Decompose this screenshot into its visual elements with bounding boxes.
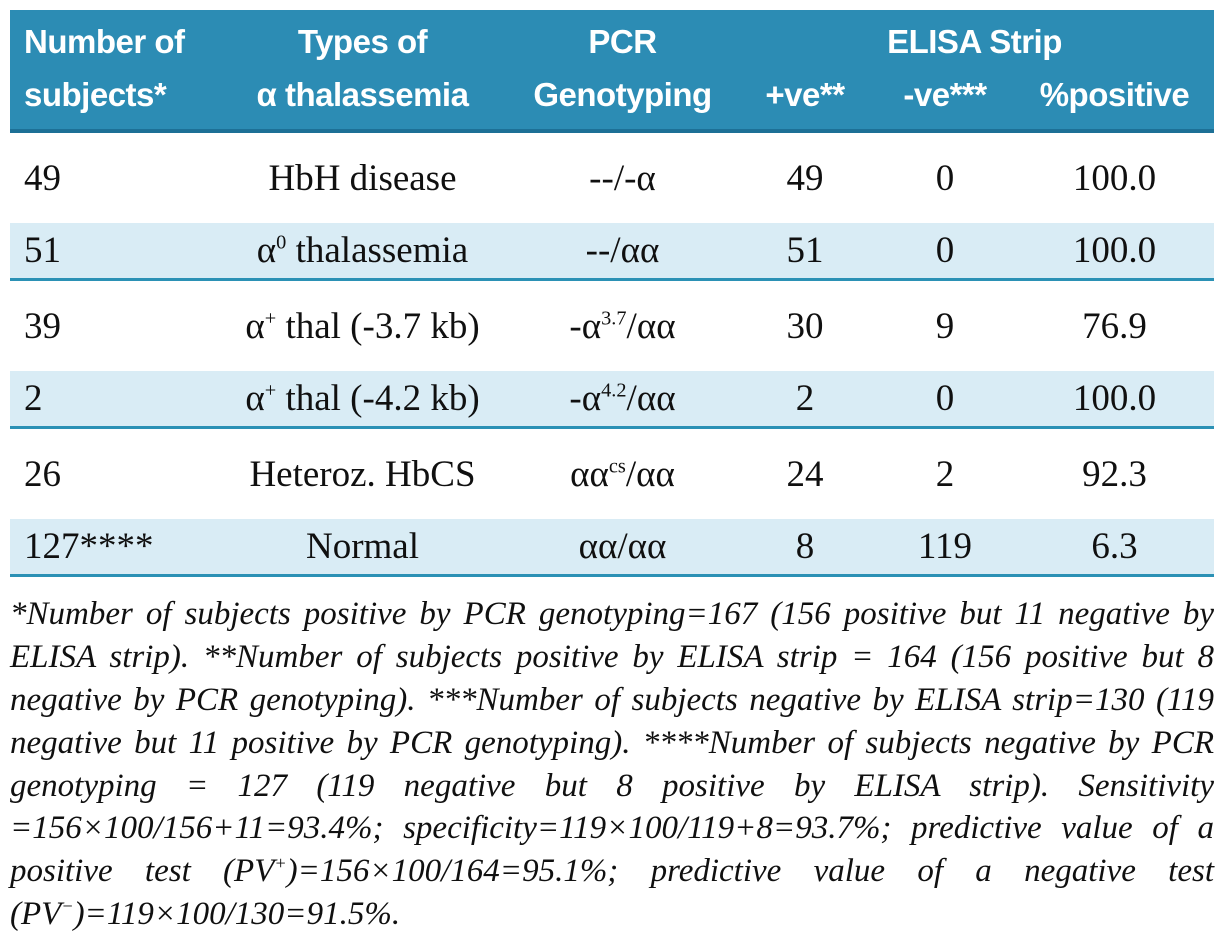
table-header: Number of subjects* Types of α thalassem…	[10, 10, 1214, 133]
cell-elisa-positive: 51	[786, 230, 824, 271]
cell-pct-positive: 92.3	[1082, 453, 1147, 495]
header-negative-col: -ve***	[903, 75, 987, 113]
header-number-of-subjects-line2: subjects*	[24, 75, 167, 113]
header-pcr-line1: PCR	[588, 23, 657, 61]
cell-subjects: 39	[24, 305, 61, 347]
cell-elisa-negative: 0	[935, 378, 955, 419]
cell-subjects: 26	[24, 453, 61, 495]
cell-genotype: -α3.7/αα	[569, 305, 676, 347]
header-types-line1: Types of	[297, 23, 428, 61]
cell-subjects: 127****	[24, 526, 154, 567]
table-row: 2 α+ thal (-4.2 kb) -α4.2/αα 2 0 100.0	[10, 371, 1214, 429]
table-row: 49 HbH disease --/-α 49 0 100.0	[10, 133, 1214, 223]
header-pct-positive-col: %positive	[1039, 75, 1190, 113]
cell-genotype: αα/αα	[578, 526, 667, 567]
cell-pct-positive: 76.9	[1082, 305, 1147, 347]
cell-elisa-negative: 0	[935, 157, 955, 199]
table-row: 127**** Normal αα/αα 8 119 6.3	[10, 519, 1214, 577]
header-types-line2: α thalassemia	[256, 75, 469, 113]
header-elisa-strip-group: ELISA Strip	[887, 23, 1062, 61]
cell-genotype: --/αα	[585, 230, 660, 271]
cell-elisa-positive: 24	[786, 453, 824, 495]
cell-elisa-negative: 9	[935, 305, 955, 347]
table-row: 39 α+ thal (-3.7 kb) -α3.7/αα 30 9 76.9	[10, 281, 1214, 371]
results-table-figure: Number of subjects* Types of α thalassem…	[10, 10, 1214, 936]
cell-elisa-positive: 2	[795, 378, 815, 419]
cell-elisa-positive: 8	[795, 526, 815, 567]
cell-elisa-negative: 119	[917, 526, 973, 567]
cell-elisa-negative: 2	[935, 453, 955, 495]
cell-pct-positive: 100.0	[1072, 230, 1157, 271]
header-number-of-subjects-line1: Number of	[24, 23, 185, 61]
cell-type: Normal	[305, 526, 420, 567]
cell-elisa-positive: 30	[786, 305, 824, 347]
cell-subjects: 2	[24, 378, 43, 419]
cell-genotype: ααcs/αα	[570, 453, 675, 495]
cell-type: α+ thal (-3.7 kb)	[245, 305, 480, 347]
cell-genotype: -α4.2/αα	[569, 378, 676, 419]
cell-subjects: 51	[24, 230, 61, 271]
cell-type: α+ thal (-4.2 kb)	[245, 378, 480, 419]
header-positive-col: +ve**	[765, 75, 845, 113]
cell-subjects: 49	[24, 157, 61, 199]
table-row: 51 α0 thalassemia --/αα 51 0 100.0	[10, 223, 1214, 281]
cell-pct-positive: 100.0	[1072, 378, 1157, 419]
table-row: 26 Heteroz. HbCS ααcs/αα 24 2 92.3	[10, 429, 1214, 519]
header-pcr-line2: Genotyping	[533, 75, 712, 113]
cell-genotype: --/-α	[589, 157, 656, 199]
cell-elisa-negative: 0	[935, 230, 955, 271]
cell-type: α0 thalassemia	[256, 230, 469, 271]
cell-pct-positive: 100.0	[1072, 157, 1157, 199]
cell-pct-positive: 6.3	[1091, 526, 1138, 567]
table-footnote: *Number of subjects positive by PCR geno…	[10, 596, 1214, 933]
cell-elisa-positive: 49	[786, 157, 824, 199]
cell-type: Heteroz. HbCS	[249, 453, 476, 495]
cell-type: HbH disease	[268, 157, 457, 199]
